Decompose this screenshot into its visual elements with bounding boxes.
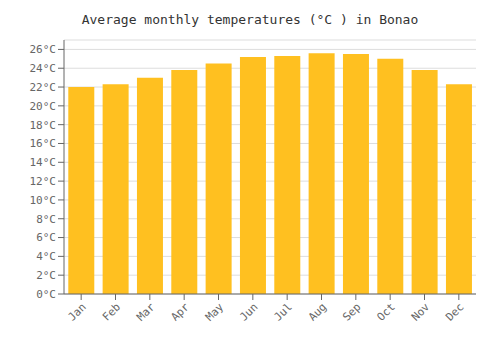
svg-text:Oct: Oct (375, 300, 398, 323)
svg-text:20°C: 20°C (30, 100, 57, 113)
svg-text:Dec: Dec (443, 300, 466, 323)
svg-text:18°C: 18°C (30, 119, 57, 132)
svg-text:Aug: Aug (306, 300, 329, 323)
svg-text:Nov: Nov (409, 300, 433, 324)
svg-text:22°C: 22°C (30, 81, 57, 94)
svg-text:16°C: 16°C (30, 137, 57, 150)
svg-text:12°C: 12°C (30, 175, 57, 188)
svg-text:Jul: Jul (272, 300, 295, 323)
svg-text:Sep: Sep (340, 300, 363, 323)
html-text:Average monthly temperatures (: Average monthly temperatures (°C ) in Bo… (81, 12, 419, 27)
svg-text:Jun: Jun (237, 300, 260, 323)
svg-text:Feb: Feb (100, 300, 123, 323)
svg-text:10°C: 10°C (30, 194, 57, 207)
svg-text:26°C: 26°C (30, 43, 57, 56)
svg-text:24°C: 24°C (30, 62, 57, 75)
svg-text:Apr: Apr (169, 300, 193, 324)
svg-text:4°C: 4°C (36, 250, 56, 263)
svg-text:8°C: 8°C (36, 213, 56, 226)
svg-text:May: May (203, 300, 227, 324)
svg-text:6°C: 6°C (36, 231, 56, 244)
svg-text:0°C: 0°C (36, 288, 56, 301)
svg-text:14°C: 14°C (30, 156, 57, 169)
svg-text:Jan: Jan (66, 300, 89, 323)
svg-text:2°C: 2°C (36, 269, 56, 282)
svg-text:Mar: Mar (134, 300, 158, 324)
